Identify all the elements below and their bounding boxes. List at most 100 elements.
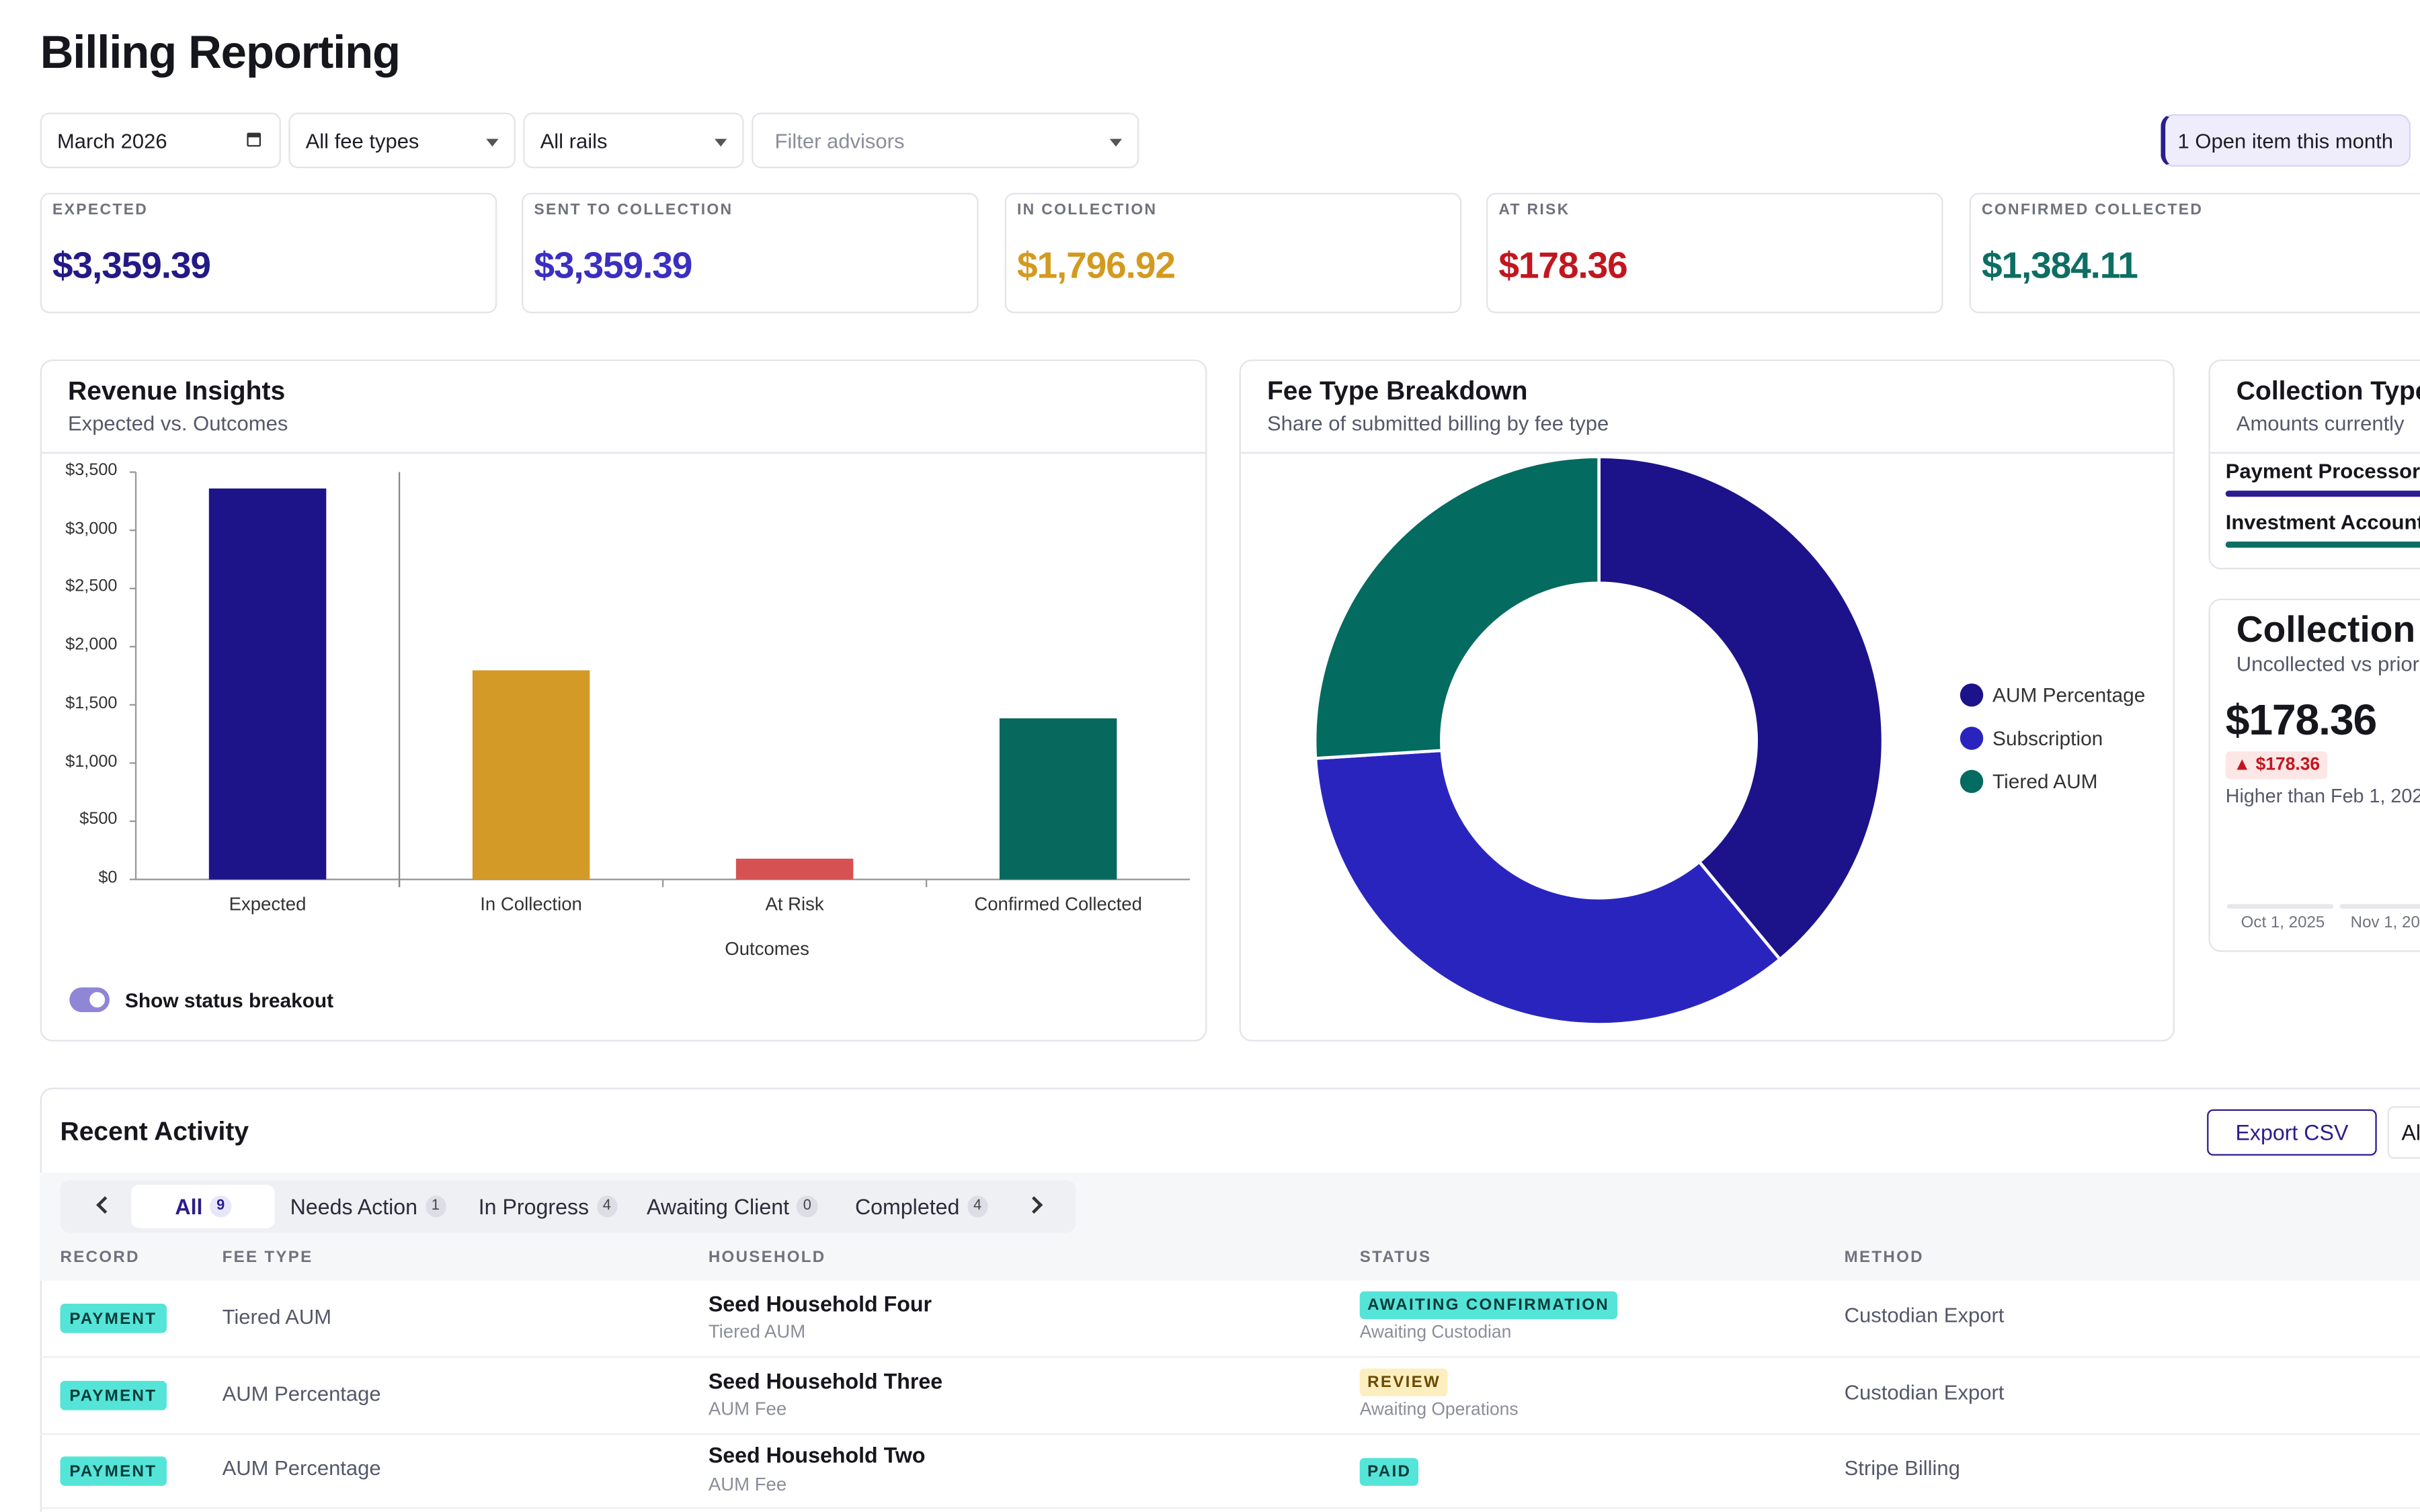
kpi-value: $1,384.11	[1981, 245, 2138, 288]
tab-label: All	[175, 1194, 203, 1219]
card-subtitle: Uncollected vs prior	[2236, 653, 2419, 676]
legend-swatch	[1960, 683, 1984, 707]
kpi-label: AT RISK	[1498, 202, 1570, 220]
y-tick-label: $2,500	[65, 577, 118, 597]
month-picker[interactable]: March 2026	[40, 112, 281, 169]
rails-value: All rails	[540, 128, 608, 153]
tab-needs-action[interactable]: Needs Action 1	[290, 1185, 446, 1228]
axis-label: Oct 1, 2025	[2241, 913, 2325, 932]
tab-awaiting-client[interactable]: Awaiting Client 0	[647, 1185, 818, 1228]
tab-completed[interactable]: Completed 4	[855, 1185, 988, 1228]
collection-type-bar	[2225, 541, 2420, 548]
rails-select[interactable]: All rails	[523, 112, 744, 169]
advisor-filter-placeholder: Filter advisors	[774, 128, 905, 153]
record-badge: PAYMENT	[60, 1380, 167, 1411]
trend-bar	[2339, 904, 2420, 909]
export-csv-button[interactable]: Export CSV	[2207, 1109, 2377, 1156]
kpi-value: $3,359.39	[52, 245, 211, 288]
advisor-filter[interactable]: Filter advisors	[752, 112, 1139, 169]
method-cell: Stripe Billing	[1844, 1456, 1960, 1480]
divider	[41, 452, 1206, 454]
column-header-record: RECORD	[60, 1248, 140, 1267]
table-row[interactable]	[40, 1357, 2420, 1433]
table-row[interactable]	[40, 1281, 2420, 1357]
x-tick-label: In Collection	[480, 893, 582, 915]
column-header-method: METHOD	[1844, 1248, 1924, 1267]
method-cell: Custodian Export	[1844, 1304, 2005, 1327]
axis-label: Nov 1, 2025	[2350, 913, 2420, 932]
donut-slice[interactable]	[1597, 455, 1885, 962]
collection-type-label: Investment Account	[2225, 510, 2420, 534]
kpi-value: $3,359.39	[534, 245, 692, 288]
fee-type-value: All fee types	[305, 128, 419, 153]
legend-item: AUM Percentage	[1960, 683, 2146, 707]
kpi-label: IN COLLECTION	[1017, 202, 1158, 220]
tabs-next-button[interactable]	[1017, 1187, 1057, 1227]
divider	[1240, 452, 2173, 454]
status-sub: Awaiting Operations	[1359, 1400, 1519, 1420]
month-value: March 2026	[56, 128, 167, 153]
tab-count: 0	[797, 1195, 818, 1218]
kpi-expected: EXPECTED $3,359.39	[40, 192, 497, 314]
bar-chart	[129, 471, 1191, 888]
column-header-status: STATUS	[1359, 1248, 1432, 1267]
all-button[interactable]: All	[2387, 1106, 2420, 1159]
collection-type-label: Payment Processor	[2225, 460, 2420, 483]
tab-count: 1	[425, 1195, 446, 1218]
household-name: Seed Household Two	[708, 1442, 926, 1468]
card-title: Fee Type Breakdown	[1266, 376, 1528, 406]
kpi-label: EXPECTED	[52, 202, 149, 220]
bar[interactable]	[208, 488, 327, 880]
card-title: Revenue Insights	[68, 376, 286, 406]
delta-badge: ▲ $178.36	[2225, 751, 2328, 780]
status-badge: AWAITING CONFIRMATION	[1359, 1291, 1617, 1320]
bar[interactable]	[735, 858, 854, 880]
card-subtitle: Share of submitted billing by fee type	[1266, 412, 1609, 435]
household-sub: AUM Fee	[708, 1473, 787, 1495]
card-title: Collection Types	[2236, 376, 2420, 406]
tab-in-progress[interactable]: In Progress 4	[479, 1185, 618, 1228]
open-items-pill[interactable]: 1 Open item this month	[2161, 114, 2411, 167]
bar[interactable]	[472, 670, 590, 880]
fee-type-select[interactable]: All fee types	[288, 112, 516, 169]
tab-count: 9	[210, 1195, 231, 1218]
tab-all[interactable]: All 9	[131, 1185, 275, 1228]
collection-type-bar	[2225, 491, 2420, 497]
status-breakout-toggle[interactable]	[69, 987, 110, 1013]
tabs-prev-button[interactable]	[85, 1187, 125, 1227]
chevron-down-icon	[1109, 138, 1123, 147]
y-tick-label: $1,000	[65, 752, 118, 771]
kpi-in-collection: IN COLLECTION $1,796.92	[1004, 192, 1462, 314]
legend-item: Subscription	[1960, 726, 2103, 750]
donut-chart	[1313, 455, 1885, 1026]
status-sub: Awaiting Custodian	[1359, 1323, 1512, 1343]
table-row[interactable]	[40, 1435, 2420, 1511]
donut-slice[interactable]	[1314, 749, 1783, 1026]
legend-label: Tiered AUM	[1992, 769, 2098, 794]
x-axis-title: Outcomes	[725, 937, 809, 960]
chevron-down-icon	[486, 138, 499, 147]
collection-trend-card: Collection C Uncollected vs prior $178.3…	[2208, 598, 2420, 952]
x-tick-label: Expected	[229, 893, 307, 915]
open-items-label: 1 Open item this month	[2177, 128, 2394, 153]
x-tick-label: Confirmed Collected	[974, 893, 1142, 915]
y-tick-label: $1,500	[65, 694, 118, 713]
page-title: Billing Reporting	[40, 28, 401, 79]
trend-bar	[2227, 904, 2334, 909]
tab-label: Needs Action	[290, 1194, 418, 1219]
y-tick-label: $3,000	[65, 519, 118, 538]
column-header-fee-type: FEE TYPE	[222, 1248, 313, 1267]
y-tick-label: $2,000	[65, 636, 118, 655]
row-divider	[40, 1356, 2420, 1358]
legend-swatch	[1960, 726, 1984, 750]
donut-slice[interactable]	[1313, 455, 1601, 761]
kpi-at-risk: AT RISK $178.36	[1486, 192, 1943, 314]
household-sub: AUM Fee	[708, 1398, 787, 1420]
legend-label: AUM Percentage	[1992, 683, 2146, 707]
y-tick-label: $0	[98, 868, 118, 888]
record-badge: PAYMENT	[60, 1304, 167, 1333]
bar[interactable]	[999, 718, 1117, 880]
card-subtitle: Expected vs. Outcomes	[68, 412, 288, 435]
card-subtitle: Amounts currently	[2236, 412, 2405, 435]
card-title: Collection C	[2236, 609, 2420, 651]
